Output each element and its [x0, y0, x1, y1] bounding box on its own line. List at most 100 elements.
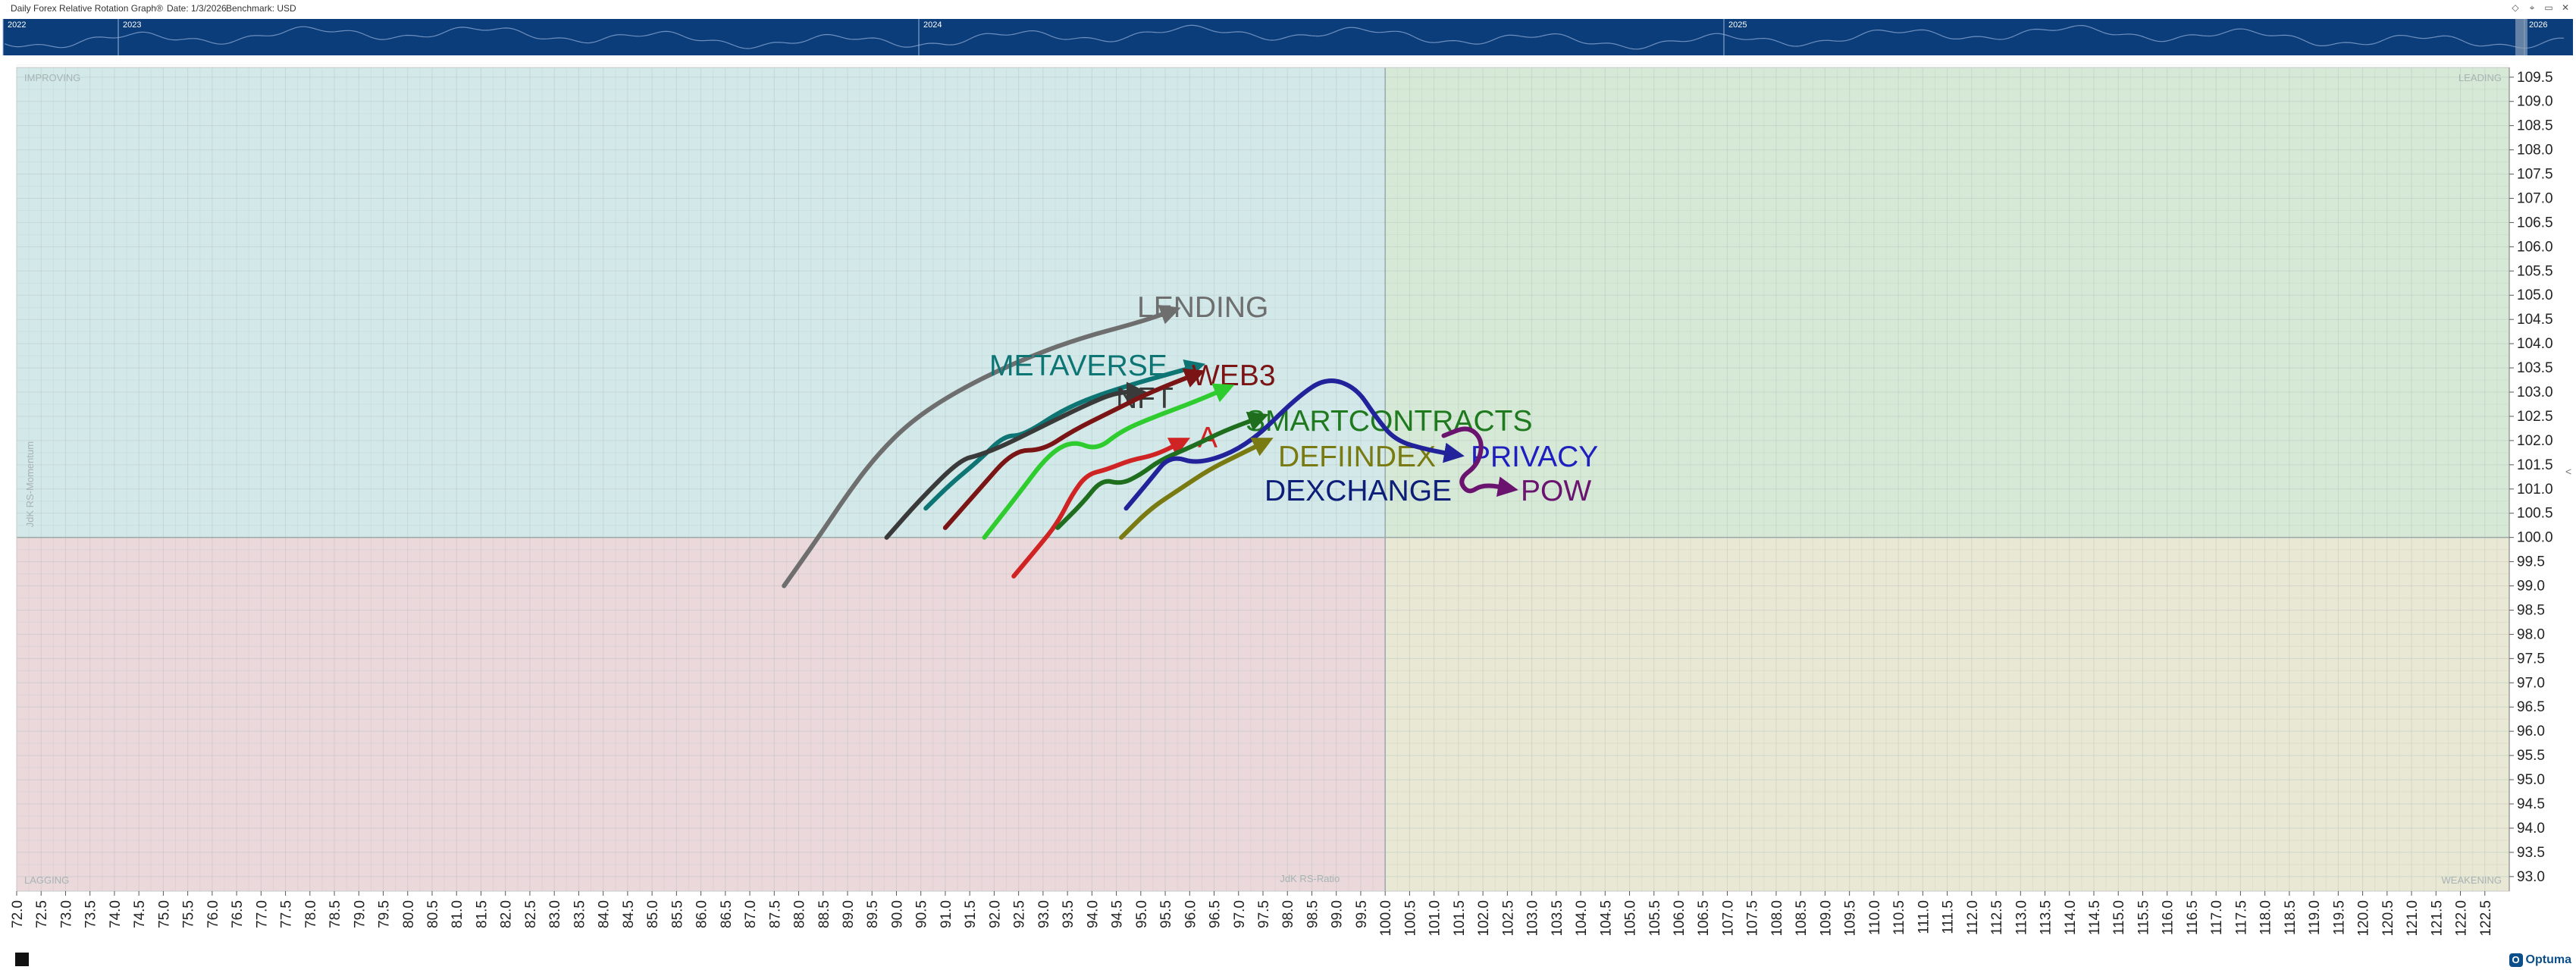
x-tick-label: 85.0	[645, 900, 661, 928]
x-tick-label: 74.0	[108, 900, 124, 928]
y-tick-label: 99.0	[2517, 579, 2545, 595]
pin-icon[interactable]: ⌖	[2529, 2, 2535, 13]
y-tick-label: 100.0	[2517, 530, 2553, 546]
tail-line-pow	[1441, 426, 1518, 498]
x-tick-label: 95.0	[1134, 900, 1150, 928]
y-tick-label: 101.5	[2517, 457, 2553, 473]
optuma-logo-mark: O	[2509, 953, 2523, 967]
restore-icon[interactable]: ▭	[2544, 2, 2553, 13]
quadrant-label-improving: IMPROVING	[24, 72, 80, 83]
y-tick-label: 107.5	[2517, 167, 2553, 183]
x-tick-label: 122.0	[2454, 900, 2470, 937]
x-tick-label: 96.5	[1208, 900, 1224, 928]
window-controls: ◇ ⌖ ▭ ✕	[2509, 2, 2571, 14]
x-tick-label: 90.5	[914, 900, 930, 928]
x-tick-label: 94.5	[1110, 900, 1126, 928]
y-tick-label: 107.0	[2517, 190, 2553, 206]
x-tick-label: 73.5	[83, 900, 99, 928]
x-tick-label: 120.0	[2356, 900, 2372, 937]
y-tick-label: 108.0	[2517, 143, 2553, 159]
x-tick-label: 120.5	[2380, 900, 2396, 937]
x-tick-label: 88.5	[816, 900, 832, 928]
benchmark-label: Benchmark: USD	[226, 3, 296, 14]
x-tick-label: 109.0	[1818, 900, 1834, 937]
x-axis-title: JdK RS-Ratio	[1280, 873, 1340, 884]
y-tick-label: 98.5	[2517, 602, 2545, 618]
x-tick-label: 102.5	[1500, 900, 1516, 937]
y-tick-label: 93.0	[2517, 869, 2545, 885]
y-tick-label: 103.0	[2517, 385, 2553, 400]
x-tick-label: 77.5	[279, 900, 295, 928]
x-tick-label: 104.5	[1598, 900, 1614, 937]
x-tick-label: 107.5	[1745, 900, 1761, 937]
x-tick-label: 87.0	[743, 900, 759, 928]
x-tick-label: 101.0	[1427, 900, 1443, 937]
y-tick-label: 95.0	[2517, 772, 2545, 788]
x-tick-label: 118.0	[2258, 900, 2274, 935]
y-tick-label: 106.5	[2517, 215, 2553, 231]
x-tick-label: 114.5	[2087, 900, 2103, 935]
quadrant-improving	[17, 67, 1386, 538]
diamond-icon[interactable]: ◇	[2512, 2, 2519, 13]
quadrant-weakening	[1385, 537, 2509, 891]
x-tick-label: 78.0	[303, 900, 319, 928]
x-tick-label: 87.5	[767, 900, 783, 928]
x-tick-label: 108.5	[1794, 900, 1810, 937]
x-tick-label: 121.0	[2405, 900, 2421, 937]
optuma-logo-text: Optuma	[2525, 953, 2571, 966]
x-tick-label: 106.0	[1672, 900, 1688, 937]
x-tick-label: 103.5	[1550, 900, 1565, 937]
chart-title: Daily Forex Relative Rotation Graph®	[11, 3, 163, 14]
tail-line-nft	[884, 381, 1147, 540]
x-tick-label: 72.5	[34, 900, 50, 928]
x-tick-label: 86.5	[719, 900, 735, 928]
x-tick-label: 119.5	[2331, 900, 2347, 935]
tail-line-privacy	[1123, 378, 1465, 511]
x-tick-label: 88.0	[792, 900, 808, 928]
x-tick-label: 119.0	[2307, 900, 2323, 935]
x-tick-label: 101.5	[1452, 900, 1468, 937]
legend-toggle-button[interactable]	[15, 953, 29, 966]
x-tick-label: 76.5	[230, 900, 246, 928]
x-tick-label: 106.5	[1696, 900, 1712, 937]
x-tick-label: 102.0	[1476, 900, 1492, 937]
x-tick-label: 82.0	[499, 900, 515, 928]
tail-line-web3	[942, 368, 1205, 530]
quadrant-leading	[1385, 67, 2509, 538]
x-tick-label: 95.5	[1158, 900, 1174, 928]
y-tick-label: 101.0	[2517, 482, 2553, 498]
x-tick-label: 89.5	[865, 900, 881, 928]
series-label-pow: POW	[1521, 475, 1591, 507]
timeline-scroll-handle[interactable]	[2515, 19, 2527, 55]
date-label: Date: 1/3/2026	[167, 3, 227, 14]
x-tick-label: 108.0	[1769, 900, 1785, 937]
quadrant-lagging	[17, 537, 1386, 891]
y-tick-label: 94.0	[2517, 821, 2545, 837]
series-label-metaverse: METAVERSE	[989, 350, 1167, 382]
x-tick-label: 80.5	[425, 900, 441, 928]
x-tick-label: 112.5	[1989, 900, 2005, 935]
x-tick-label: 92.0	[987, 900, 1003, 928]
x-tick-label: 113.0	[2013, 900, 2029, 935]
y-tick-label: 98.0	[2517, 626, 2545, 642]
x-tick-label: 99.0	[1330, 900, 1346, 928]
x-tick-label: 109.5	[1843, 900, 1859, 937]
x-tick-label: 110.0	[1867, 900, 1883, 935]
x-tick-label: 111.0	[1916, 900, 1932, 934]
series-label-privacy: PRIVACY	[1471, 441, 1598, 473]
x-tick-label: 76.0	[205, 900, 221, 928]
series-label-dexchange: DEXCHANGE	[1264, 475, 1452, 507]
series-label-web3: WEB3	[1192, 359, 1276, 392]
x-tick-label: 98.5	[1305, 900, 1321, 928]
x-tick-label: 97.0	[1232, 900, 1248, 928]
x-tick-label: 72.0	[10, 900, 26, 928]
x-tick-label: 74.5	[132, 900, 148, 928]
close-icon[interactable]: ✕	[2561, 2, 2570, 13]
x-tick-label: 115.5	[2136, 900, 2151, 935]
y-axis-title: JdK RS-Momentum	[24, 441, 36, 527]
y-tick-label: 102.5	[2517, 409, 2553, 425]
x-tick-label: 100.0	[1378, 900, 1394, 937]
x-tick-label: 83.0	[547, 900, 563, 928]
x-tick-label: 104.0	[1574, 900, 1590, 937]
timeline-year-label: 2024	[923, 20, 942, 30]
